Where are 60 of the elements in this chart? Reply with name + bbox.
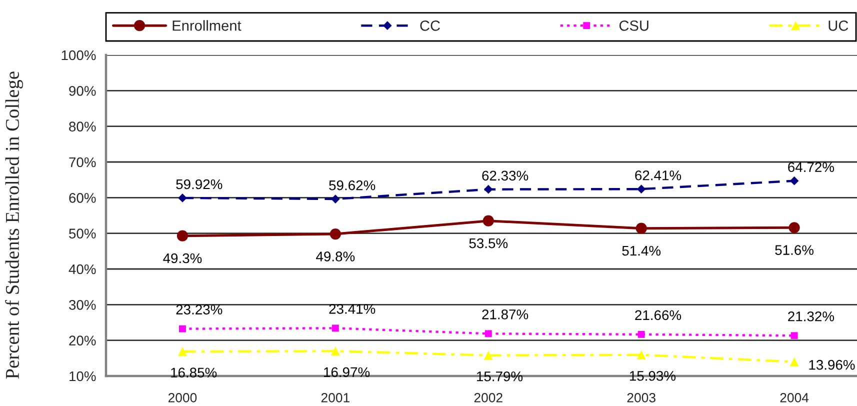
point [636, 184, 646, 194]
point [178, 347, 187, 356]
data-label: 51.6% [775, 245, 814, 255]
point [482, 215, 494, 226]
y-tick-label: 20% [69, 336, 96, 346]
y-tick-label: 40% [68, 264, 96, 274]
point [790, 176, 799, 186]
point [330, 346, 340, 356]
data-label: 49.3% [163, 253, 202, 264]
y-tick-label: 70% [69, 157, 96, 168]
legend-label: CC [420, 20, 440, 31]
data-label: 62.41% [635, 170, 682, 180]
data-label: 16.85% [171, 368, 217, 378]
point [484, 184, 493, 194]
x-tick-label: 2000 [168, 393, 197, 402]
data-label: 21.32% [788, 311, 834, 322]
point [332, 324, 339, 332]
data-label: 16.97% [324, 367, 370, 378]
x-tick-label: 2003 [627, 393, 656, 402]
data-label: 53.5% [469, 238, 508, 248]
point [636, 350, 646, 360]
x-tick-label: 2001 [321, 393, 350, 402]
y-tick-label: 10% [70, 371, 96, 382]
y-tick-label: 30% [69, 300, 96, 310]
point [330, 228, 341, 240]
point [636, 222, 647, 234]
point [176, 230, 188, 242]
point [179, 325, 186, 332]
data-label: 64.72% [788, 162, 834, 172]
y-tick-label: 90% [69, 86, 96, 96]
point [788, 222, 800, 234]
data-label: 59.62% [329, 180, 376, 190]
point [790, 357, 799, 366]
point [178, 194, 187, 202]
data-label: 59.92% [176, 179, 222, 190]
data-label: 23.23% [176, 304, 222, 314]
data-label: 49.8% [316, 252, 355, 262]
y-axis-title: Percent of Students Enrolled in College [5, 72, 23, 379]
data-label: 21.66% [635, 310, 682, 320]
legend-label: CSU [619, 20, 648, 31]
x-tick-label: 2004 [780, 393, 809, 402]
point [638, 330, 645, 338]
data-label: 21.87% [482, 310, 528, 320]
y-tick-label: 50% [69, 228, 96, 239]
point [331, 194, 340, 204]
point [484, 350, 493, 360]
y-tick-label: 80% [69, 122, 96, 132]
data-label: 15.93% [630, 370, 676, 381]
y-tick-label: 60% [69, 193, 96, 203]
x-tick-label: 2002 [474, 393, 502, 402]
legend-label: UC [828, 20, 848, 31]
data-label: 23.41% [329, 304, 376, 314]
data-label: 51.4% [622, 246, 661, 256]
point [790, 332, 798, 340]
data-label: 15.79% [477, 371, 523, 382]
data-label: 62.33% [482, 170, 528, 181]
data-label: 13.96% [809, 360, 855, 370]
legend-label: Enrollment [172, 20, 242, 31]
point [484, 330, 492, 338]
y-tick-label: 100% [62, 50, 96, 60]
